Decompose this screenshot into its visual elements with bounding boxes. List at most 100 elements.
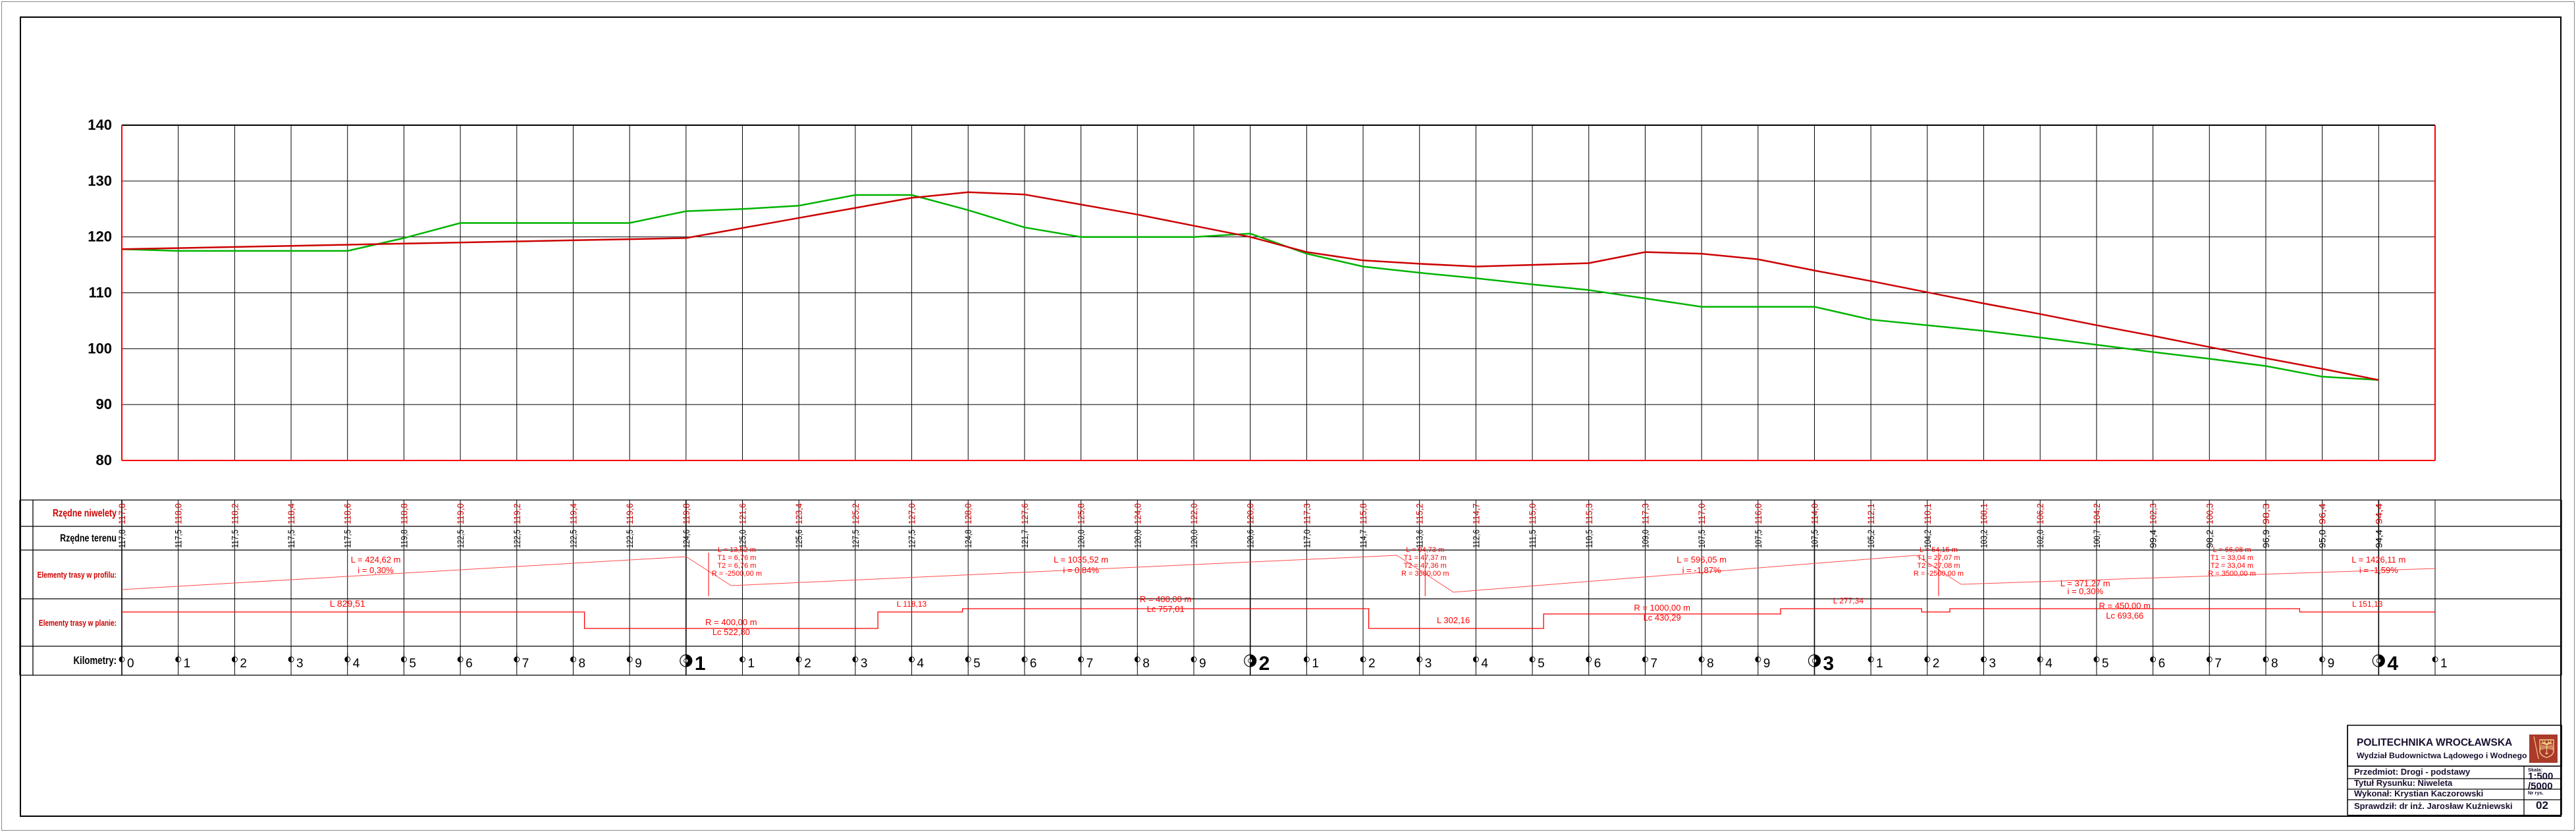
svg-text:i = 0,30%: i = 0,30% xyxy=(2067,586,2103,596)
svg-text:98,2: 98,2 xyxy=(2204,530,2214,548)
svg-text:107,5: 107,5 xyxy=(1810,530,1820,548)
svg-text:112,1: 112,1 xyxy=(1865,503,1876,524)
svg-text:111,5: 111,5 xyxy=(1527,530,1538,548)
svg-text:R = 1000,00 m: R = 1000,00 m xyxy=(1634,603,1690,613)
svg-text:115,8: 115,8 xyxy=(1358,503,1368,524)
svg-text:3: 3 xyxy=(1425,657,1432,671)
svg-text:8: 8 xyxy=(578,657,585,671)
svg-text:98,3: 98,3 xyxy=(2261,503,2271,524)
svg-text:POLITECHNIKA WROCŁAWSKA: POLITECHNIKA WROCŁAWSKA xyxy=(2357,737,2512,748)
svg-text:119,8: 119,8 xyxy=(681,503,691,524)
svg-text:109,0: 109,0 xyxy=(1640,530,1650,548)
svg-text:121,7: 121,7 xyxy=(1019,530,1030,548)
svg-text:123,4: 123,4 xyxy=(793,503,804,524)
svg-text:Lc 693,66: Lc 693,66 xyxy=(2106,611,2143,621)
svg-text:L = 1035,52 m: L = 1035,52 m xyxy=(1054,555,1108,565)
svg-text:117,0: 117,0 xyxy=(1301,530,1312,548)
svg-text:96,9: 96,9 xyxy=(2261,530,2271,548)
svg-text:125,0: 125,0 xyxy=(738,530,748,548)
svg-text:116,0: 116,0 xyxy=(1753,503,1763,524)
svg-text:L = 94,73 m: L = 94,73 m xyxy=(1406,546,1444,554)
svg-text:110,1: 110,1 xyxy=(1922,503,1933,524)
svg-text:Wydział Budownictwa Lądowego i: Wydział Budownictwa Lądowego i Wodnego xyxy=(2357,751,2527,760)
svg-text:T1 = 27,07 m: T1 = 27,07 m xyxy=(1917,554,1960,562)
svg-text:T1 = 33,04 m: T1 = 33,04 m xyxy=(2211,554,2253,562)
svg-text:0: 0 xyxy=(127,657,134,671)
svg-text:5: 5 xyxy=(2102,657,2109,671)
svg-text:3: 3 xyxy=(1989,657,1997,671)
svg-text:90: 90 xyxy=(96,396,112,412)
svg-text:9: 9 xyxy=(2328,657,2335,671)
svg-text:114,7: 114,7 xyxy=(1358,530,1368,548)
svg-text:L 118,13: L 118,13 xyxy=(897,599,927,609)
svg-text:L 151,13: L 151,13 xyxy=(2352,599,2383,609)
svg-text:3: 3 xyxy=(1823,653,1834,675)
svg-text:8: 8 xyxy=(1142,657,1150,671)
svg-text:104,2: 104,2 xyxy=(2091,503,2102,524)
svg-text:Nr rys.: Nr rys. xyxy=(2528,790,2544,796)
svg-text:122,5: 122,5 xyxy=(624,530,635,548)
svg-text:118,8: 118,8 xyxy=(398,503,409,524)
svg-text:2: 2 xyxy=(1933,657,1940,671)
svg-text:114,0: 114,0 xyxy=(1810,503,1820,524)
svg-text:1: 1 xyxy=(695,653,706,675)
svg-text:107,5: 107,5 xyxy=(1753,530,1763,548)
svg-text:80: 80 xyxy=(96,452,112,468)
svg-text:L 829,51: L 829,51 xyxy=(330,598,365,609)
svg-text:119,8: 119,8 xyxy=(398,530,409,548)
svg-text:117,3: 117,3 xyxy=(1640,503,1650,524)
svg-text:7: 7 xyxy=(2214,657,2222,671)
svg-text:R = 400,00 m: R = 400,00 m xyxy=(705,617,757,627)
svg-text:i = -1,59%: i = -1,59% xyxy=(2359,565,2398,575)
svg-text:117,8: 117,8 xyxy=(117,503,127,524)
svg-text:99,4: 99,4 xyxy=(2148,530,2159,548)
svg-text:120,6: 120,6 xyxy=(1245,530,1256,548)
svg-text:R = -2500,00 m: R = -2500,00 m xyxy=(1914,570,1964,578)
svg-text:4: 4 xyxy=(2045,657,2053,671)
svg-text:T1 = 6,76 m: T1 = 6,76 m xyxy=(717,554,756,562)
svg-text:Wykonał: Krystian Kaczorowski: Wykonał: Krystian Kaczorowski xyxy=(2354,789,2483,798)
svg-text:2: 2 xyxy=(1368,657,1376,671)
svg-text:120,0: 120,0 xyxy=(1132,530,1142,548)
svg-text:120: 120 xyxy=(88,229,112,245)
svg-text:i = 0,30%: i = 0,30% xyxy=(358,565,394,575)
svg-text:6: 6 xyxy=(466,657,473,671)
svg-text:107,5: 107,5 xyxy=(1696,530,1707,548)
svg-text:L 302,16: L 302,16 xyxy=(1437,615,1470,625)
svg-text:T2 = 47,36 m: T2 = 47,36 m xyxy=(1404,562,1447,570)
svg-text:i = 0,84%: i = 0,84% xyxy=(1063,565,1099,575)
svg-text:8: 8 xyxy=(2271,657,2278,671)
svg-text:4: 4 xyxy=(917,657,925,671)
svg-text:124,8: 124,8 xyxy=(963,530,973,548)
svg-text:115,0: 115,0 xyxy=(1527,503,1538,524)
svg-text:100,3: 100,3 xyxy=(2204,503,2214,524)
svg-text:Kilometry:: Kilometry: xyxy=(73,655,117,667)
svg-text:140: 140 xyxy=(88,117,112,133)
svg-text:02: 02 xyxy=(2536,799,2548,812)
svg-text:Lc 430,29: Lc 430,29 xyxy=(1644,613,1681,623)
svg-text:Sprawdził: dr inż. Jarosław Ku: Sprawdził: dr inż. Jarosław Kuźniewski xyxy=(2354,801,2513,811)
svg-text:125,2: 125,2 xyxy=(850,503,861,524)
svg-text:119,4: 119,4 xyxy=(568,503,579,524)
svg-text:T2 = 6,76 m: T2 = 6,76 m xyxy=(717,562,756,570)
svg-text:122,5: 122,5 xyxy=(512,530,522,548)
svg-text:120,0: 120,0 xyxy=(1076,530,1087,548)
svg-text:110: 110 xyxy=(89,285,113,301)
svg-text:102,3: 102,3 xyxy=(2148,503,2159,524)
svg-text:L = 596,05 m: L = 596,05 m xyxy=(1677,555,1727,565)
svg-text:118,4: 118,4 xyxy=(286,503,296,524)
svg-text:Lc 757,01: Lc 757,01 xyxy=(1147,604,1185,614)
svg-text:95,0: 95,0 xyxy=(2317,530,2328,548)
svg-text:5: 5 xyxy=(1538,657,1545,671)
svg-text:119,0: 119,0 xyxy=(455,503,466,524)
svg-text:4: 4 xyxy=(1481,657,1488,671)
svg-text:128,0: 128,0 xyxy=(963,503,973,524)
svg-text:94,4: 94,4 xyxy=(2373,503,2384,524)
svg-text:115,2: 115,2 xyxy=(1414,503,1425,524)
svg-text:124,0: 124,0 xyxy=(1132,503,1142,524)
svg-text:7: 7 xyxy=(522,657,529,671)
svg-text:Rzędne terenu: Rzędne terenu xyxy=(60,533,117,545)
svg-text:117,0: 117,0 xyxy=(1696,503,1707,524)
svg-text:6: 6 xyxy=(1030,657,1037,671)
svg-text:R = 3500,00 m: R = 3500,00 m xyxy=(2208,570,2255,578)
